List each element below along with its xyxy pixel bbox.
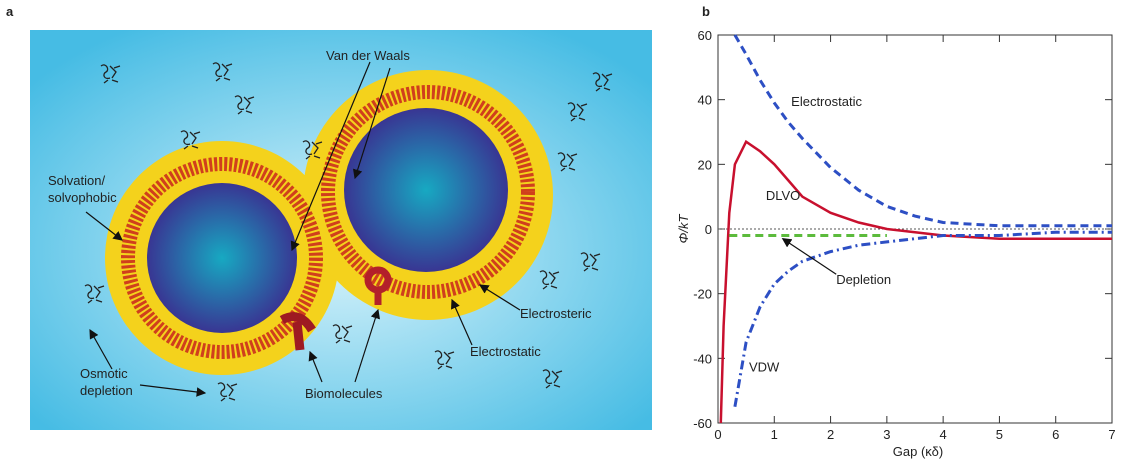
series-label: Depletion [836,272,891,287]
figure: a b Van der Waals Solvati [0,0,1126,463]
y-tick-label: 60 [698,28,712,43]
chart: Gap (κδ) Φ/kT 0 1 2 3 4 5 6 7 -60 -40 -20 0 20 40 60 El… [676,28,1116,459]
diagram: Van der Waals Solvation/solvophobic Osmo… [30,30,652,430]
series-label: DLVO [766,188,800,203]
label: Biomolecules [305,386,383,401]
series-label: VDW [749,359,780,374]
x-tick-label: 7 [1108,427,1115,442]
y-tick-label: -20 [693,287,712,302]
series-line [721,142,1112,423]
x-axis-label: Gap (κδ) [893,444,943,459]
y-tick-label: -40 [693,351,712,366]
label: Van der Waals [326,48,410,63]
y-tick-label: 0 [705,222,712,237]
x-tick-label: 0 [714,427,721,442]
y-tick-label: 20 [698,157,712,172]
x-tick-label: 6 [1052,427,1059,442]
series-label: Electrostatic [791,94,862,109]
x-tick-label: 3 [883,427,890,442]
y-tick-label: 40 [698,93,712,108]
y-axis-label: Φ/kT [676,213,691,243]
label: Electrosteric [520,306,592,321]
x-tick-label: 5 [996,427,1003,442]
x-tick-label: 2 [827,427,834,442]
x-tick-label: 1 [771,427,778,442]
y-tick-label: -60 [693,416,712,431]
series-line [735,232,1112,407]
particle [147,183,297,333]
label: Electrostatic [470,344,541,359]
particle [344,108,508,272]
x-tick-label: 4 [940,427,947,442]
panel-label: b [702,4,710,19]
panel-label: a [6,4,14,19]
